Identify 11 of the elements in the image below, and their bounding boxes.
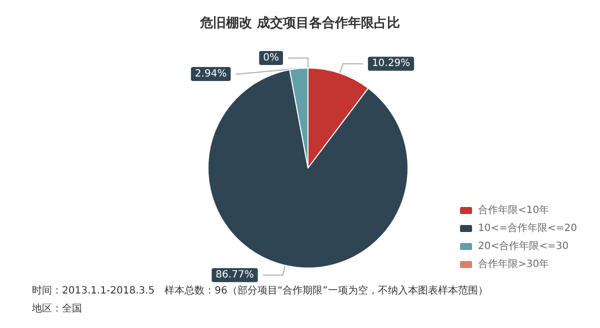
data-label: 2.94% [194,68,227,80]
legend-label: 20<合作年限<=30 [478,240,569,252]
data-label: 86.77% [216,270,254,281]
text: 0% [263,52,279,64]
legend-label: 合作年限>30年 [478,258,550,270]
data-label: 10.29% [372,58,410,70]
legend-label: 合作年限<10年 [478,204,550,216]
text: 时间：2013.1.1-2018.3.5 样本总数：96（部分项目“合作期限”一项为空，不纳入本图表样本范围） [32,284,488,296]
legend-label: 10<=合作年限<=20 [478,222,578,234]
chart-title: 危旧棚改 成交项目各合作年限占比 [199,15,400,31]
text: 地区：全国 [31,302,82,314]
